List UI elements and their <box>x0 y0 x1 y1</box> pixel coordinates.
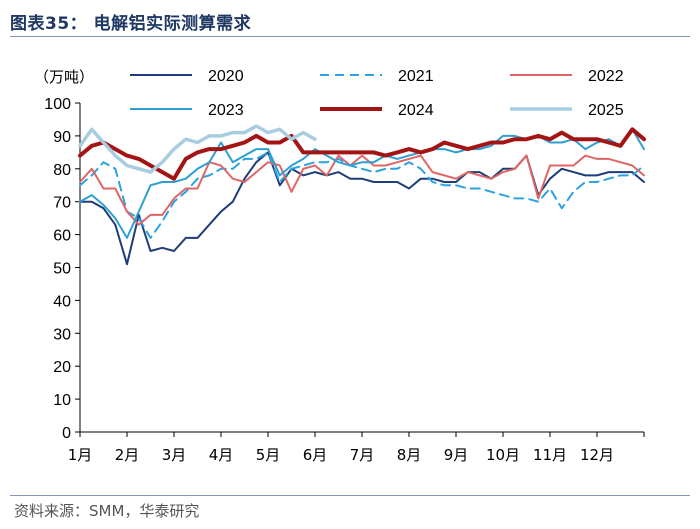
y-tick-label: 30 <box>53 326 71 343</box>
y-tick-label: 10 <box>53 392 71 409</box>
x-tick-label: 10月 <box>486 446 520 464</box>
y-tick-label: 20 <box>53 359 71 376</box>
x-tick-label: 1月 <box>68 446 93 464</box>
figure-title: 图表35： 电解铝实际测算需求 <box>10 14 252 34</box>
x-tick-label: 4月 <box>209 446 234 464</box>
figure-title-bar: 图表35： 电解铝实际测算需求 <box>10 6 690 34</box>
x-tick-label: 8月 <box>397 446 422 464</box>
x-tick-label: 11月 <box>533 446 567 464</box>
source-note: 资料来源：SMM，华泰研究 <box>14 502 200 520</box>
y-tick-label: 40 <box>53 293 71 310</box>
series-line-2023 <box>79 128 645 239</box>
x-tick-label: 9月 <box>444 446 469 464</box>
legend-label-2023: 2023 <box>208 102 244 119</box>
y-tick-label: 60 <box>53 228 71 245</box>
series-line-2021 <box>79 151 645 239</box>
x-tick-label: 6月 <box>303 446 328 464</box>
series-line-2025 <box>78 124 317 174</box>
y-unit-label: （万吨） <box>34 68 94 86</box>
legend-label-2020: 2020 <box>208 68 244 85</box>
legend-label-2025: 2025 <box>588 102 624 119</box>
y-tick-label: 50 <box>53 261 71 278</box>
x-tick-label: 3月 <box>162 446 187 464</box>
y-tick-label: 90 <box>53 129 71 146</box>
x-tick-label: 7月 <box>350 446 375 464</box>
series-line-2020 <box>79 151 645 266</box>
y-tick-label: 80 <box>53 162 71 179</box>
x-tick-label: 2月 <box>115 446 140 464</box>
title-divider <box>10 36 690 37</box>
y-tick-label: 70 <box>53 195 71 212</box>
legend-label-2021: 2021 <box>398 68 434 85</box>
x-tick-label: 12月 <box>580 446 614 464</box>
series-line-2022 <box>79 154 645 226</box>
legend-label-2024: 2024 <box>398 102 434 119</box>
legend-label-2022: 2022 <box>588 68 624 85</box>
series-line-2024 <box>78 127 646 181</box>
y-tick-label: 0 <box>62 425 71 442</box>
y-tick-label: 100 <box>44 96 71 113</box>
source-divider <box>10 495 690 496</box>
x-tick-label: 5月 <box>256 446 281 464</box>
